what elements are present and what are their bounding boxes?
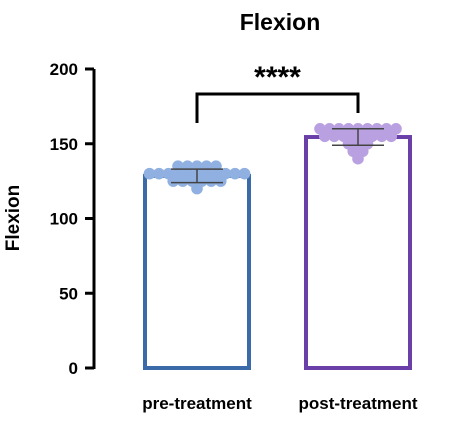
data-point	[162, 167, 175, 180]
y-tick-label: 100	[50, 210, 78, 229]
data-point	[314, 123, 326, 135]
bar-post-treatment	[304, 135, 412, 370]
significance-label: ****	[254, 61, 301, 94]
y-tick-label: 0	[69, 359, 78, 378]
x-tick-label: pre-treatment	[142, 394, 252, 413]
data-point	[153, 167, 165, 180]
data-point	[323, 123, 336, 135]
significance-bracket	[195, 92, 360, 123]
chart-title: Flexion	[240, 9, 321, 35]
data-point	[238, 167, 251, 180]
y-tick-label: 200	[50, 60, 78, 79]
data-point	[143, 167, 156, 180]
data-point	[229, 167, 241, 180]
bar-pre-treatment	[143, 173, 251, 370]
y-tick-label: 50	[59, 284, 78, 303]
data-point	[390, 123, 402, 135]
plot-area: 0 50 100 150 200 pre-treatment post-treatment *…	[50, 60, 418, 413]
data-point	[210, 160, 222, 172]
data-point	[219, 167, 232, 180]
data-point	[380, 123, 393, 135]
x-tick-label: post-treatment	[298, 394, 417, 413]
y-tick-label: 150	[50, 135, 78, 154]
y-axis-label: Flexion	[3, 185, 24, 252]
